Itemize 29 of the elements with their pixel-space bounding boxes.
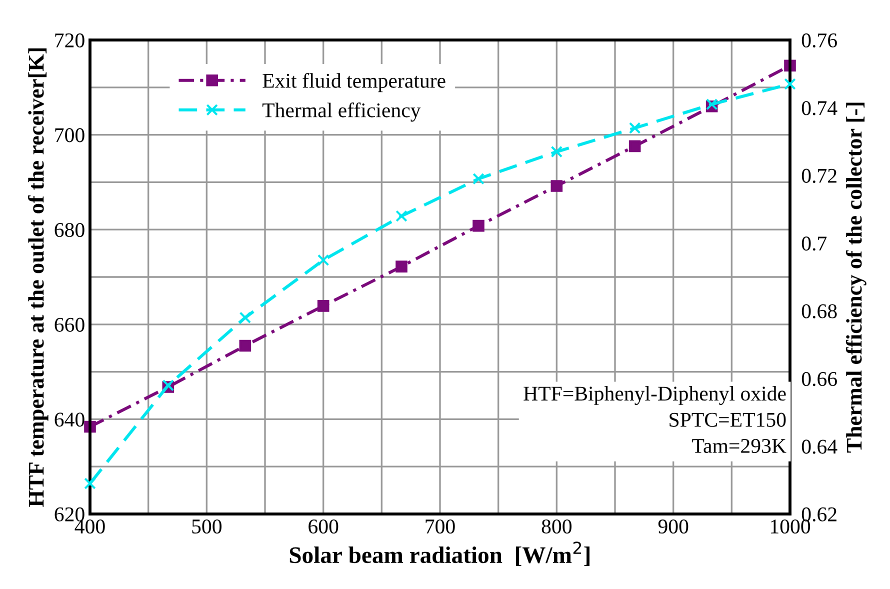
annotation: Tam=293K <box>692 438 786 453</box>
x-axis-title: Solar beam radiation [W/m$^{2}$] <box>290 542 590 566</box>
y-tick-label: 680 <box>54 222 84 238</box>
y2-tick-label: 0.7 <box>802 236 827 251</box>
annotation: HTF=Biphenyl-Diphenyl oxide <box>524 386 786 405</box>
x-tick-label: 700 <box>426 519 455 534</box>
y-tick-label: 620 <box>54 507 84 522</box>
x-tick-label: 500 <box>192 519 222 534</box>
y-axis-title: HTF temperature at the outlet of the receiver[K] <box>28 48 48 507</box>
legend-label: Thermal efficiency <box>262 102 421 122</box>
x-tick-label: 800 <box>542 519 572 534</box>
x-tick-label: 1000 <box>771 519 810 534</box>
y2-tick-label: 0.66 <box>802 372 837 386</box>
y-tick-label: 640 <box>54 412 84 427</box>
legend-label: Exit fluid temperature <box>262 72 446 92</box>
y2-tick-label: 0.64 <box>802 440 838 454</box>
y-tick-label: 700 <box>55 128 84 142</box>
y2-tick-label: 0.68 <box>802 304 837 318</box>
y-tick-label: 720 <box>55 33 84 48</box>
annotation: SPTC=ET150 <box>670 412 786 427</box>
y2-tick-label: 0.76 <box>802 33 837 48</box>
y2-tick-label: 0.72 <box>802 168 836 183</box>
y-tick-label: 660 <box>54 318 84 332</box>
x-tick-label: 400 <box>74 519 105 534</box>
y2-tick-label: 0.74 <box>802 101 838 116</box>
y2-axis-title: Thermal efficiency of the collector [-] <box>846 102 866 453</box>
x-tick-label: 600 <box>308 519 338 534</box>
y2-tick-label: 0.62 <box>802 507 836 522</box>
x-tick-label: 900 <box>658 519 688 534</box>
